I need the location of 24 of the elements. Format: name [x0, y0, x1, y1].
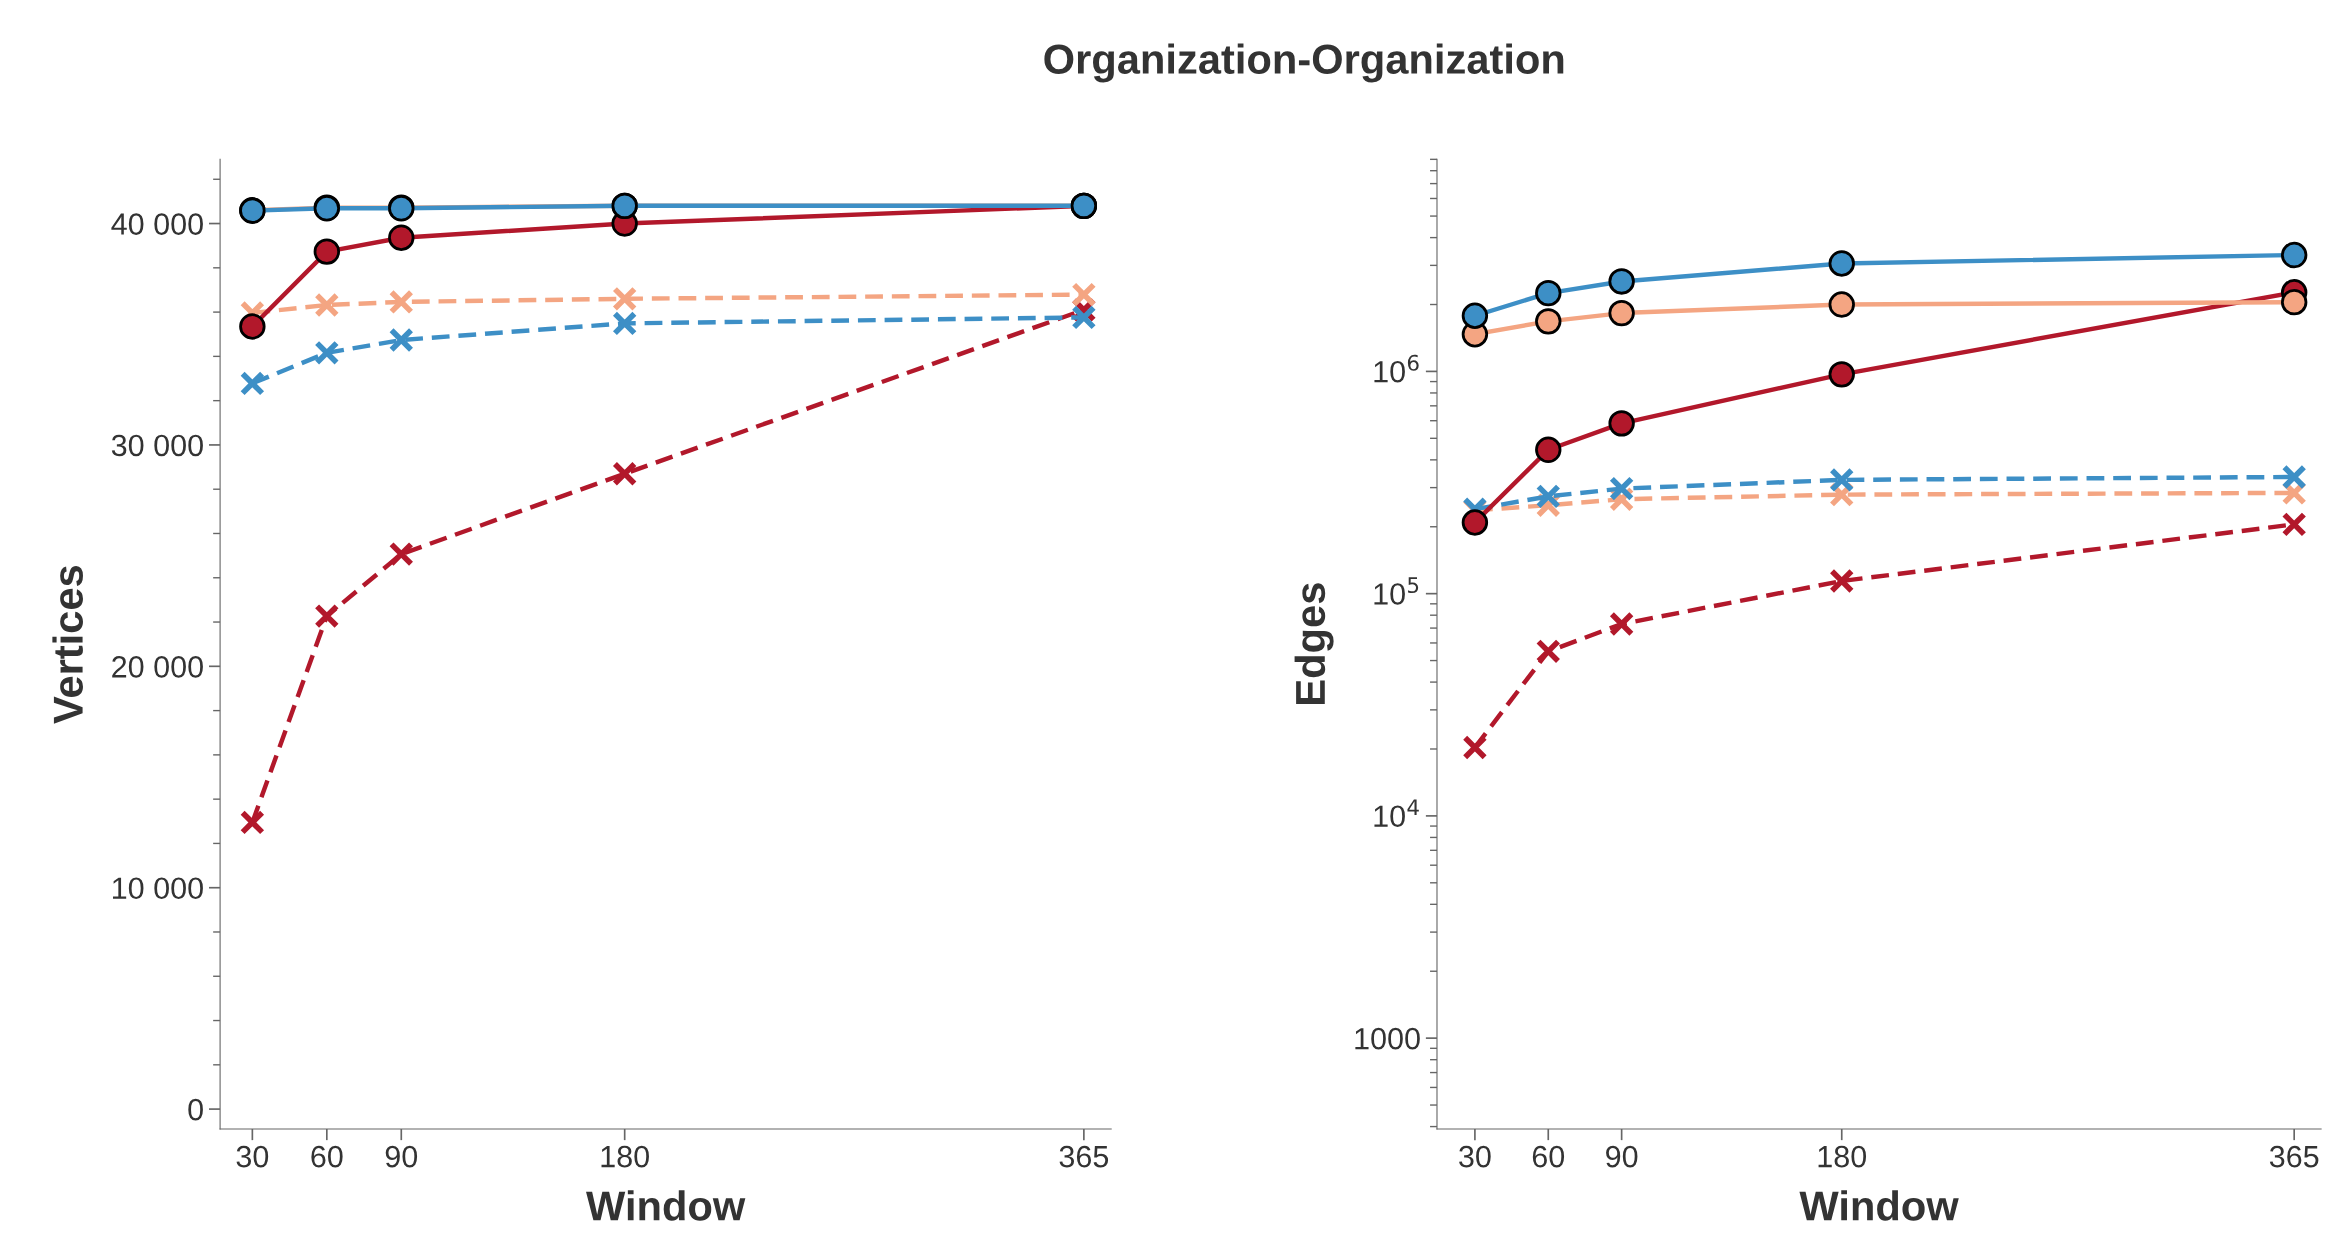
x-tick-label: 180	[601, 1145, 649, 1168]
y-axis-title: Vertices	[52, 565, 83, 724]
y-tick-label: 10$^{4}$	[1374, 799, 1419, 828]
x-axis-title: Window	[586, 1190, 746, 1221]
x-tick-label: 60	[311, 1145, 343, 1168]
y-tick-label: 0	[188, 1098, 203, 1121]
y-tick-label: 40 000	[111, 213, 203, 235]
x-axis-title: Window	[1799, 1190, 1959, 1221]
y-tick-label: 10$^{5}$	[1374, 577, 1419, 605]
text: Organization-Organization	[1044, 43, 1564, 83]
x-tick-label: 90	[1606, 1145, 1638, 1168]
x-tick-label: 365	[1059, 1145, 1109, 1168]
x-tick-label: 60	[1532, 1145, 1565, 1168]
y-tick-label: 20 000	[112, 656, 203, 678]
x-tick-label: 30	[236, 1145, 269, 1168]
y-tick-label: 30 000	[111, 434, 203, 457]
y-tick-label: 10$^{6}$	[1374, 354, 1419, 383]
x-tick-label: 180	[1818, 1145, 1867, 1168]
y-tick-label: 1000	[1355, 1027, 1420, 1050]
y-axis-title: Edges	[1294, 583, 1334, 704]
x-tick-label: 30	[1459, 1145, 1491, 1168]
x-tick-label: 365	[2269, 1145, 2319, 1168]
y-tick-label: 10 000	[113, 877, 203, 900]
x-tick-label: 90	[385, 1145, 418, 1168]
